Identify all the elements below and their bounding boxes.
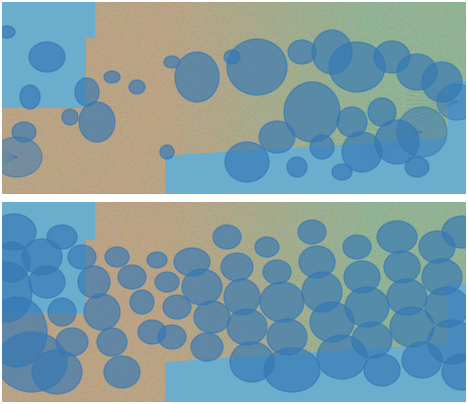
Ellipse shape: [422, 62, 462, 102]
Ellipse shape: [104, 356, 140, 388]
Ellipse shape: [75, 78, 99, 106]
Ellipse shape: [227, 39, 287, 95]
Ellipse shape: [343, 235, 371, 259]
Ellipse shape: [284, 82, 340, 142]
Ellipse shape: [155, 272, 179, 292]
Ellipse shape: [264, 348, 320, 392]
Ellipse shape: [425, 287, 468, 327]
Ellipse shape: [230, 342, 274, 382]
Ellipse shape: [79, 102, 115, 142]
Ellipse shape: [163, 295, 191, 319]
Ellipse shape: [130, 290, 154, 314]
Ellipse shape: [129, 80, 145, 94]
Ellipse shape: [377, 221, 417, 253]
Ellipse shape: [310, 302, 354, 342]
Ellipse shape: [224, 50, 240, 64]
Ellipse shape: [213, 225, 241, 249]
Ellipse shape: [375, 120, 419, 164]
Ellipse shape: [22, 239, 62, 275]
Ellipse shape: [374, 41, 410, 73]
Ellipse shape: [175, 52, 219, 102]
Ellipse shape: [428, 320, 468, 364]
Ellipse shape: [221, 253, 253, 281]
Ellipse shape: [29, 266, 65, 298]
Ellipse shape: [0, 242, 30, 282]
Ellipse shape: [387, 279, 427, 315]
Ellipse shape: [384, 251, 420, 283]
Ellipse shape: [260, 282, 304, 322]
Ellipse shape: [174, 248, 210, 276]
Ellipse shape: [267, 319, 307, 355]
Ellipse shape: [138, 320, 166, 344]
Ellipse shape: [47, 225, 77, 249]
Ellipse shape: [263, 260, 291, 284]
Ellipse shape: [0, 262, 32, 322]
Ellipse shape: [56, 328, 88, 356]
Ellipse shape: [32, 350, 82, 394]
Ellipse shape: [364, 354, 400, 386]
Ellipse shape: [397, 107, 447, 157]
Ellipse shape: [402, 342, 442, 378]
Ellipse shape: [97, 328, 127, 356]
Ellipse shape: [225, 142, 269, 182]
Ellipse shape: [164, 56, 180, 68]
Ellipse shape: [105, 247, 129, 267]
Ellipse shape: [104, 71, 120, 83]
Ellipse shape: [259, 121, 295, 153]
Ellipse shape: [194, 301, 230, 333]
Ellipse shape: [227, 309, 267, 345]
Ellipse shape: [405, 157, 429, 177]
Ellipse shape: [288, 40, 316, 64]
Ellipse shape: [84, 294, 120, 330]
Ellipse shape: [12, 122, 36, 142]
Ellipse shape: [437, 84, 468, 120]
Ellipse shape: [0, 297, 47, 367]
Ellipse shape: [0, 26, 15, 38]
Ellipse shape: [368, 98, 396, 126]
Ellipse shape: [255, 237, 279, 257]
Ellipse shape: [78, 266, 110, 298]
Ellipse shape: [442, 216, 468, 248]
Ellipse shape: [147, 252, 167, 268]
Ellipse shape: [158, 325, 186, 349]
Ellipse shape: [191, 333, 223, 361]
Ellipse shape: [0, 332, 67, 392]
Ellipse shape: [442, 354, 468, 390]
Ellipse shape: [298, 220, 326, 244]
Ellipse shape: [0, 137, 42, 177]
Ellipse shape: [344, 261, 380, 293]
Ellipse shape: [287, 157, 307, 177]
Ellipse shape: [312, 30, 352, 74]
Ellipse shape: [62, 109, 78, 125]
Ellipse shape: [397, 54, 437, 90]
Ellipse shape: [345, 287, 389, 327]
Ellipse shape: [419, 231, 455, 263]
Ellipse shape: [224, 279, 260, 315]
Ellipse shape: [118, 265, 146, 289]
Ellipse shape: [299, 246, 335, 278]
Ellipse shape: [48, 298, 76, 326]
Ellipse shape: [68, 245, 96, 269]
Ellipse shape: [310, 135, 334, 159]
Ellipse shape: [342, 132, 382, 172]
Ellipse shape: [182, 269, 222, 305]
Ellipse shape: [317, 335, 367, 379]
Ellipse shape: [332, 164, 352, 180]
Ellipse shape: [422, 259, 462, 295]
Ellipse shape: [20, 85, 40, 109]
Ellipse shape: [329, 42, 385, 92]
Ellipse shape: [352, 322, 392, 358]
Ellipse shape: [29, 42, 65, 72]
Ellipse shape: [302, 272, 342, 312]
Ellipse shape: [337, 107, 367, 137]
Ellipse shape: [160, 145, 174, 159]
Ellipse shape: [390, 307, 434, 347]
Ellipse shape: [0, 214, 36, 250]
